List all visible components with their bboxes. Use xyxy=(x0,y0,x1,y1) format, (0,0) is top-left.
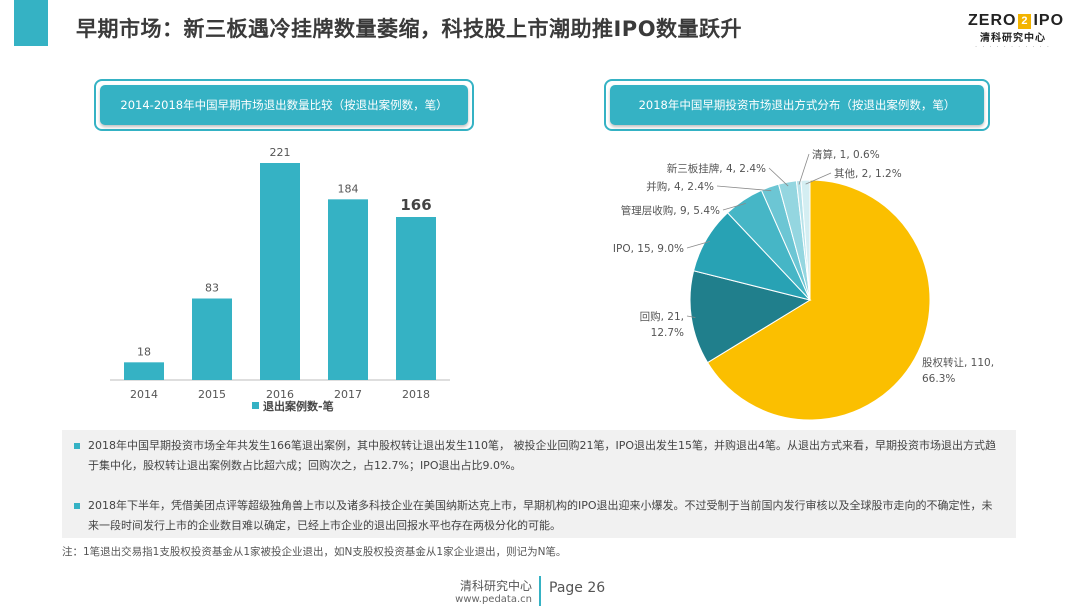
x-tick-label: 2017 xyxy=(334,388,362,401)
pie-slice-label: 管理层收购, 9, 5.4% xyxy=(621,204,720,217)
pie-leader-line xyxy=(805,172,832,185)
page-number: Page 26 xyxy=(549,580,606,596)
bar xyxy=(328,199,368,380)
pie-slice xyxy=(689,270,812,364)
bar-value-label: 184 xyxy=(338,182,359,195)
note-text: 2018年中国早期投资市场全年共发生166笔退出案例，其中股权转让退出发生110… xyxy=(88,439,997,472)
bar-value-label: 83 xyxy=(205,282,219,295)
x-tick-label: 2015 xyxy=(198,388,226,401)
pie-leader-line xyxy=(798,153,810,185)
bar-value-label: 221 xyxy=(270,146,291,159)
pie-leader-line xyxy=(686,240,711,249)
x-tick-label: 2016 xyxy=(266,388,294,401)
pie-leader-line xyxy=(768,167,789,187)
logo-word-left: ZERO xyxy=(968,12,1017,29)
pie-slice xyxy=(800,179,811,301)
pie-chart-title: 2018年中国早期投资市场退出方式分布（按退出案例数，笔） xyxy=(610,85,984,125)
bar-chart-title-box: 2014-2018年中国早期市场退出数量比较（按退出案例数，笔） xyxy=(94,79,474,131)
legend-label: 退出案例数-笔 xyxy=(263,399,334,413)
note-bullet xyxy=(74,443,80,449)
pie-slice-label: 新三板挂牌, 4, 2.4% xyxy=(667,162,766,175)
note-bullet xyxy=(74,503,80,509)
bar-chart-title: 2014-2018年中国早期市场退出数量比较（按退出案例数，笔） xyxy=(100,85,468,125)
zero2ipo-logo: ZERO 2 IPO 清科研究中心 · · · · · · · · · · · xyxy=(968,12,1063,50)
pie-slice-label: 其他, 2, 1.2% xyxy=(834,167,902,180)
pie-slice-label: 并购, 4, 2.4% xyxy=(646,180,714,193)
pie-slice-label: IPO, 15, 9.0% xyxy=(613,243,684,255)
legend-swatch xyxy=(252,402,259,409)
bar xyxy=(192,298,232,380)
page-title: 早期市场：新三板遇冷挂牌数量萎缩，科技股上市潮助推IPO数量跃升 xyxy=(76,17,743,41)
accent-bar xyxy=(14,0,48,46)
bar-value-label: 18 xyxy=(137,345,151,358)
pie-chart-title-box: 2018年中国早期投资市场退出方式分布（按退出案例数，笔） xyxy=(604,79,990,131)
logo-tagline-mark: · · · · · · · · · · · xyxy=(975,44,1051,50)
footnote: 注：1笔退出交易指1支股权投资基金从1家被投企业退出，如N支股权投资基金从1家企… xyxy=(62,546,567,558)
bar-value-label: 166 xyxy=(400,196,431,214)
pie-chart: 股权转让, 110, 66.3% 回购, 21, 12.7% IPO, 15, 9.0%… xyxy=(613,148,994,421)
footer-org: 清科研究中心 xyxy=(459,579,532,593)
pie-leader-line xyxy=(716,185,772,192)
pie-slice-label: 回购, 21, 12.7% xyxy=(640,310,684,339)
pie-slice xyxy=(706,179,931,421)
notes-panel: 2018年中国早期投资市场全年共发生166笔退出案例，其中股权转让退出发生110… xyxy=(62,430,1016,538)
logo-wordmark: ZERO 2 IPO xyxy=(968,12,1063,30)
pie-leader-line xyxy=(686,315,696,318)
logo-box: 2 xyxy=(1018,14,1032,29)
note-text: 2018年下半年，凭借美团点评等超级独角兽上市以及诸多科技企业在美国纳斯达克上市… xyxy=(88,499,993,532)
x-tick-label: 2014 xyxy=(130,388,158,401)
footer-url: www.pedata.cn xyxy=(455,594,532,605)
bar xyxy=(396,217,436,380)
logo-word-right: IPO xyxy=(1033,12,1065,29)
bar-chart: 18 2014 83 2015 221 2016 184 2017 166 2018 退出案例数-笔 xyxy=(110,146,450,413)
pie-slice-label: 股权转让, 110, 66.3% xyxy=(922,356,994,385)
bar xyxy=(124,362,164,380)
pie-leader-line xyxy=(722,203,746,211)
bar xyxy=(260,163,300,380)
pie-slice-label: 清算, 1, 0.6% xyxy=(812,148,880,161)
x-tick-label: 2018 xyxy=(402,388,430,401)
logo-subtitle: 清科研究中心 xyxy=(980,33,1046,44)
footer-separator xyxy=(539,576,541,606)
